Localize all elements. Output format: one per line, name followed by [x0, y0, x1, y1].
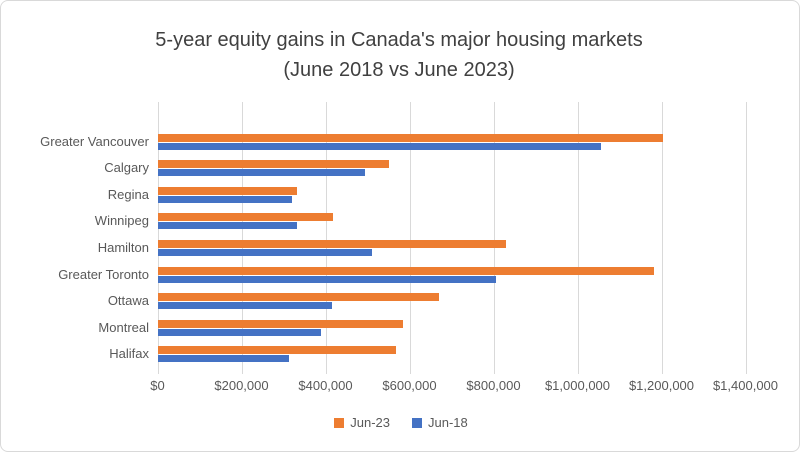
- legend-swatch-icon: [334, 417, 345, 428]
- category-label-winnipeg: Winnipeg: [94, 213, 149, 229]
- bar-jun-23-halifax: [158, 346, 396, 355]
- x-axis-tick-label: $1,200,000: [628, 378, 695, 393]
- x-axis-tick-label: $200,000: [214, 378, 269, 393]
- bar-jun-18-hamilton: [158, 248, 373, 256]
- bar-jun-23-montreal: [158, 319, 403, 328]
- bar-jun-18-ottawa: [158, 302, 333, 310]
- bar-jun-23-ottawa: [158, 293, 439, 302]
- x-axis-tick-label: $400,000: [298, 378, 353, 393]
- bar-jun-18-greater-toronto: [158, 275, 497, 283]
- gridline: [577, 102, 579, 374]
- gridline: [409, 102, 411, 374]
- legend-label: Jun-23: [350, 415, 390, 430]
- x-axis-tick-label: $600,000: [382, 378, 437, 393]
- legend-item-jun-18: Jun-18: [412, 415, 468, 430]
- legend-swatch-icon: [412, 417, 422, 428]
- category-label-regina: Regina: [107, 186, 149, 202]
- chart-title-line-2: (June 2018 vs June 2023): [283, 59, 515, 81]
- x-axis-tick-label: $1,000,000: [544, 378, 611, 393]
- bar-jun-18-halifax: [158, 355, 290, 363]
- value-axis-line: [157, 102, 159, 374]
- bar-jun-18-winnipeg: [158, 222, 297, 230]
- bar-jun-18-greater-vancouver: [158, 142, 602, 150]
- bar-jun-23-greater-toronto: [158, 266, 655, 275]
- category-label-greater-toronto: Greater Toronto: [58, 266, 149, 282]
- gridline: [325, 102, 327, 374]
- gridline: [493, 102, 495, 374]
- legend-label: Jun-18: [428, 415, 468, 430]
- gridline: [745, 102, 747, 374]
- x-axis-tick-label: $1,400,000: [712, 378, 779, 393]
- bar-jun-23-regina: [158, 186, 297, 195]
- x-axis-tick-label: $0: [150, 378, 165, 393]
- bar-jun-18-montreal: [158, 328, 321, 336]
- legend: Jun-23 Jun-18: [1, 415, 799, 430]
- category-label-greater-vancouver: Greater Vancouver: [40, 133, 149, 149]
- gridline: [241, 102, 243, 374]
- chart-title-line-1: 5-year equity gains in Canada's major ho…: [155, 29, 643, 51]
- category-label-halifax: Halifax: [109, 346, 149, 362]
- category-label-ottawa: Ottawa: [107, 293, 149, 309]
- bar-jun-18-calgary: [158, 169, 366, 177]
- bar-jun-23-hamilton: [158, 239, 506, 248]
- chart-title: 5-year equity gains in Canada's major ho…: [1, 25, 797, 85]
- gridline: [661, 102, 663, 374]
- bar-jun-23-greater-vancouver: [158, 133, 664, 142]
- bar-jun-23-calgary: [158, 160, 389, 169]
- category-label-hamilton: Hamilton: [97, 239, 149, 255]
- category-label-montreal: Montreal: [98, 319, 149, 335]
- bar-jun-23-winnipeg: [158, 213, 334, 222]
- category-label-calgary: Calgary: [104, 160, 149, 176]
- x-axis-tick-label: $800,000: [466, 378, 521, 393]
- legend-item-jun-23: Jun-23: [334, 415, 390, 430]
- bar-jun-18-regina: [158, 195, 293, 203]
